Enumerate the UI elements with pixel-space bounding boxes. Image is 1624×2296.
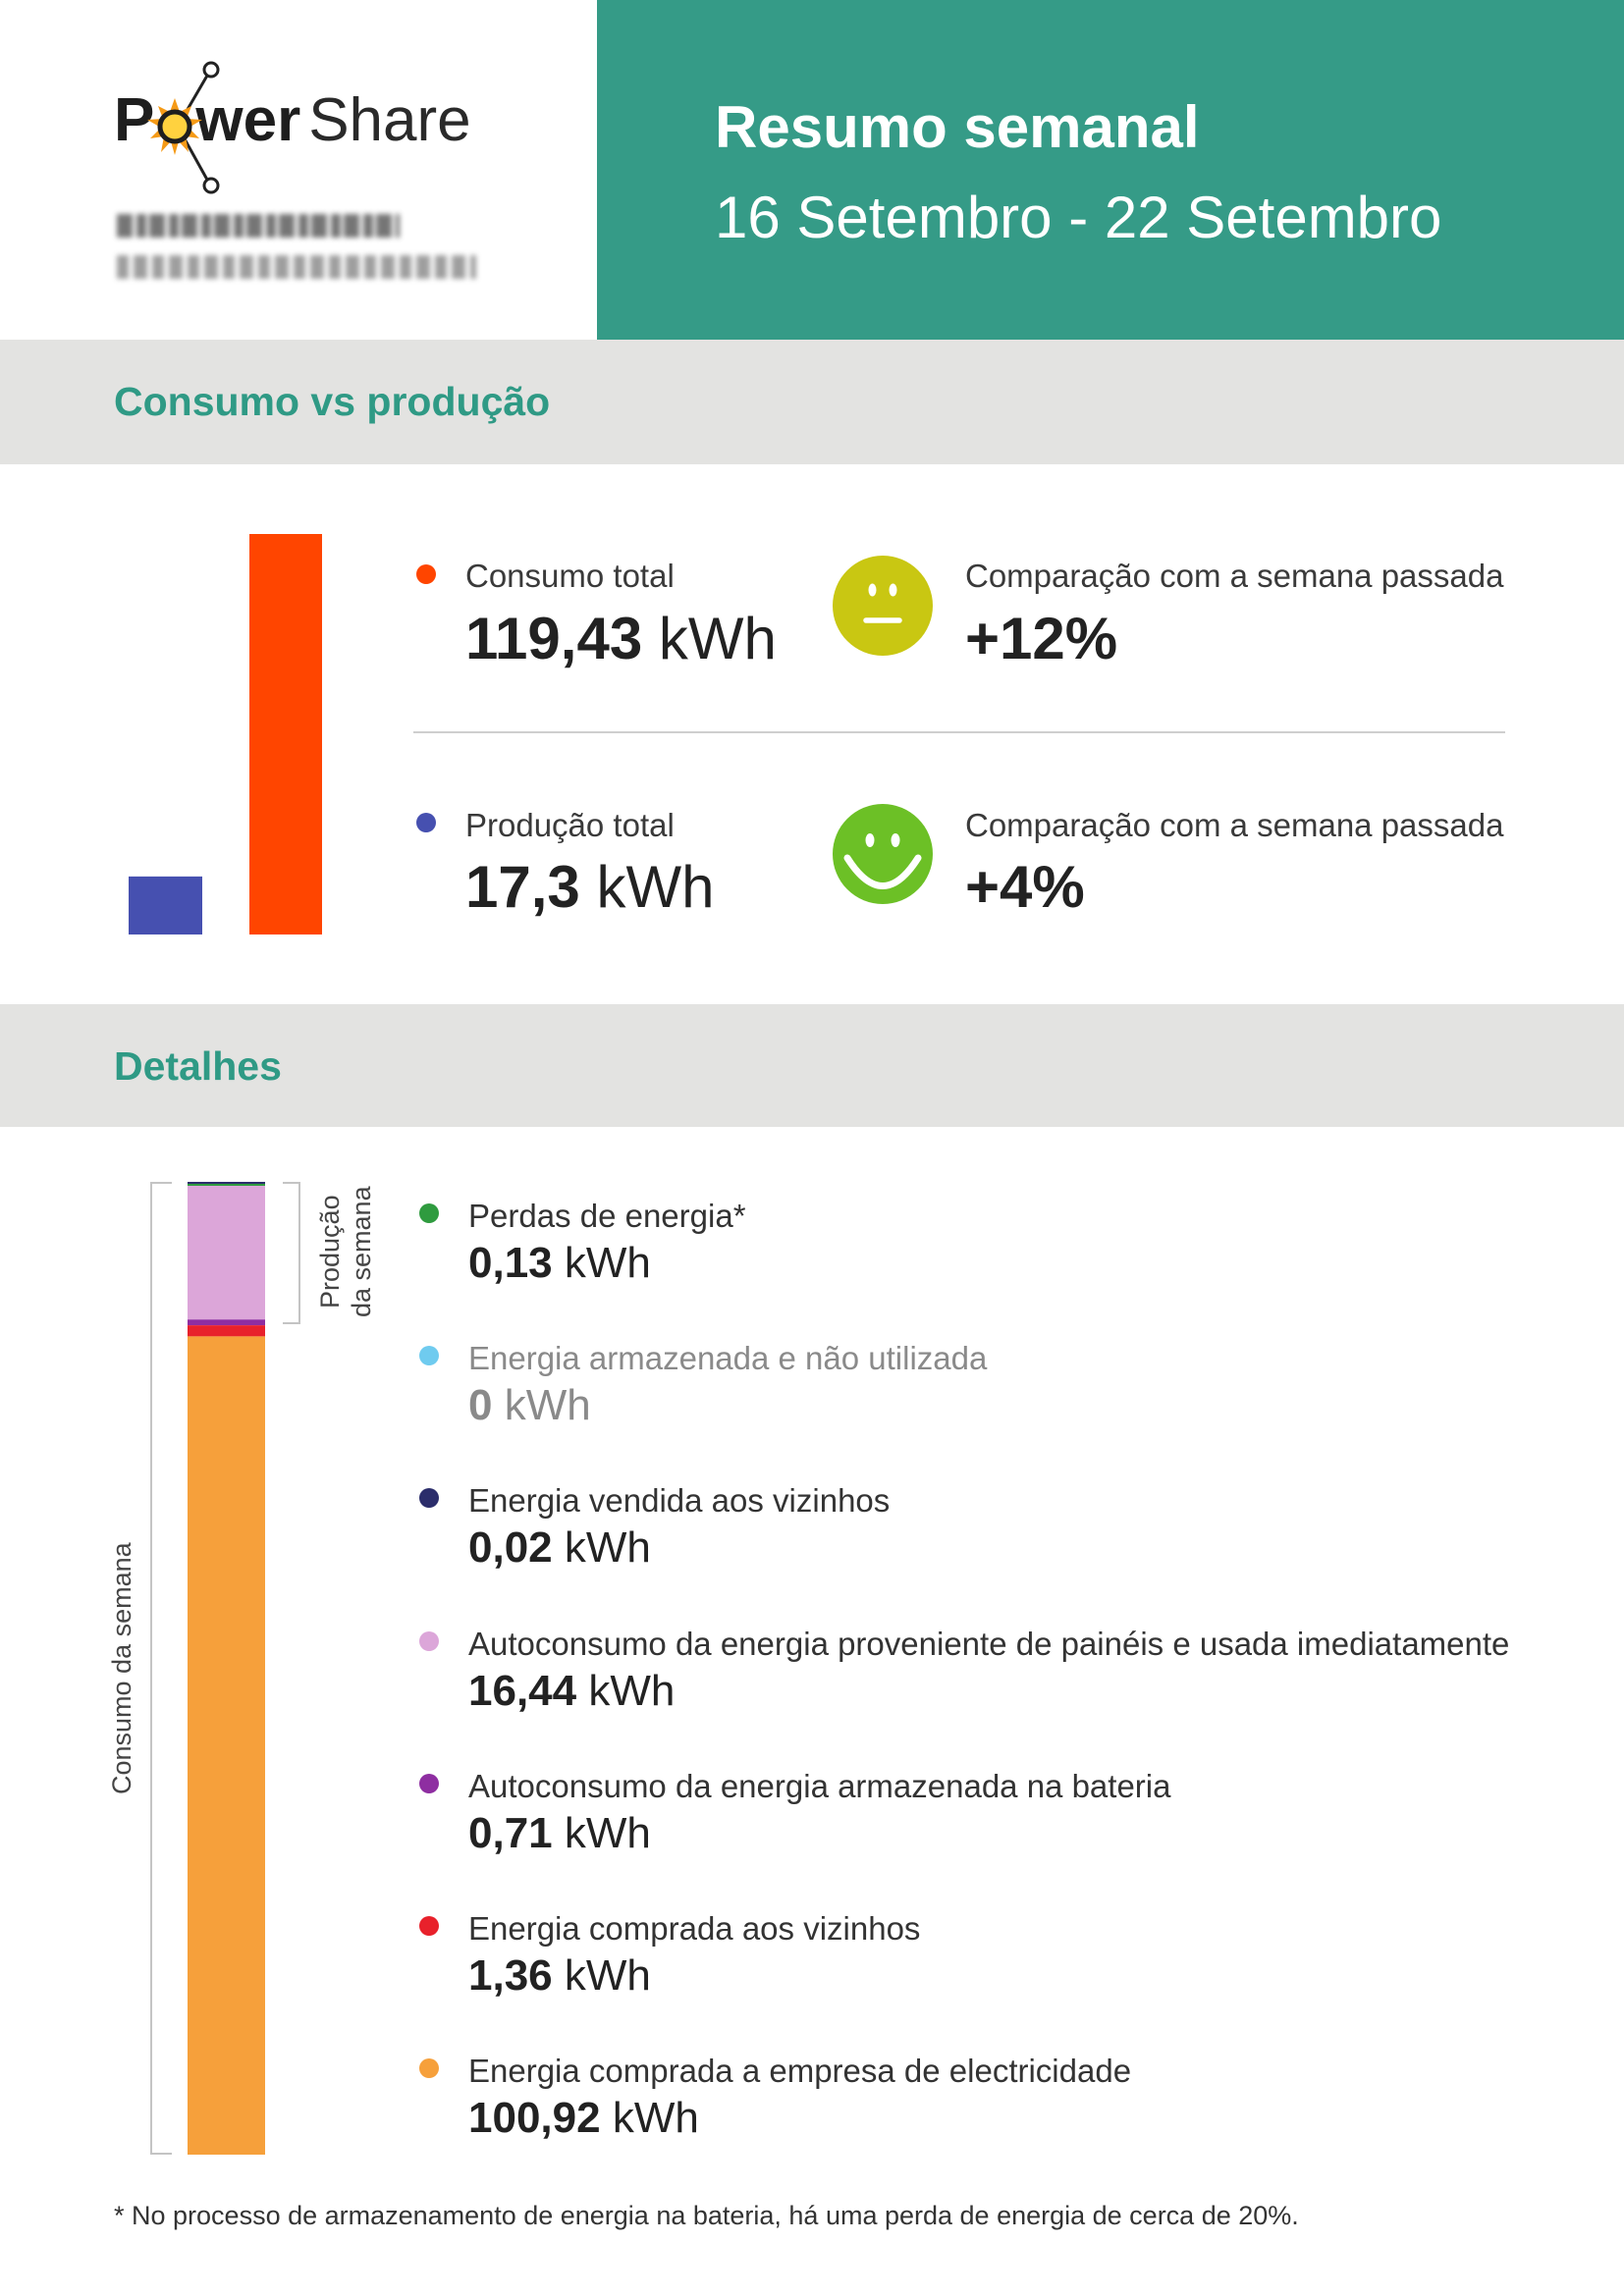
detail-number: 100,92	[468, 2094, 601, 2143]
smiling-face-icon	[833, 804, 933, 904]
consumption-unit: kWh	[658, 606, 777, 671]
segment-bought-from-utility	[188, 1336, 265, 2155]
detail-value: 0 kWh	[468, 1384, 591, 1427]
detail-label: Autoconsumo da energia proveniente de pa…	[468, 1625, 1510, 1662]
footnote: * No processo de armazenamento de energi…	[114, 2201, 1299, 2230]
bar-consumption	[249, 534, 322, 934]
detail-item-bought-from-neighbors: Energia comprada aos vizinhos 1,36 kWh	[419, 1908, 1597, 2016]
production-unit: kWh	[596, 854, 715, 920]
detail-unit: kWh	[564, 1239, 651, 1287]
summary-bar-chart	[129, 534, 322, 934]
report-title: Resumo semanal	[715, 94, 1200, 160]
detail-unit: kWh	[588, 1666, 676, 1715]
segment-energy-losses	[188, 1184, 265, 1186]
segment-sold-to-neighbors	[188, 1182, 265, 1184]
detail-label: Perdas de energia*	[468, 1198, 746, 1234]
bar-production	[129, 876, 202, 934]
sun-icon	[147, 61, 220, 194]
detail-number: 0,71	[468, 1808, 553, 1857]
detail-unit: kWh	[504, 1381, 591, 1430]
production-bracket-label: Produção da semana	[315, 1186, 376, 1317]
section-band-comparison	[0, 340, 1624, 464]
detail-item-stored-unused: Energia armazenada e não utilizada 0 kWh	[419, 1338, 1597, 1446]
report-date-range: 16 Setembro - 22 Setembro	[715, 185, 1442, 250]
section-band-details	[0, 1004, 1624, 1127]
section-title-comparison: Consumo vs produção	[114, 379, 551, 424]
production-bracket	[283, 1182, 300, 1324]
legend-dot	[419, 1630, 439, 1651]
legend-dot	[419, 1488, 439, 1509]
detail-label: Autoconsumo da energia armazenada na bat…	[468, 1767, 1171, 1804]
detail-number: 0,13	[468, 1239, 553, 1287]
consumption-comparison-value: +12%	[965, 606, 1118, 671]
blurred-customer-name	[117, 214, 400, 238]
detail-label: Energia comprada a empresa de electricid…	[468, 2053, 1132, 2090]
legend-dot	[419, 1346, 439, 1366]
weekly-energy-stacked-bar	[188, 1182, 265, 2155]
neutral-face-icon	[833, 556, 933, 656]
detail-label: Energia vendida aos vizinhos	[468, 1482, 891, 1520]
consumption-number: 119,43	[465, 606, 643, 671]
production-comparison-label: Comparação com a semana passada	[965, 807, 1504, 843]
detail-unit: kWh	[564, 1951, 651, 2000]
production-label: Produção total	[465, 807, 675, 843]
detail-value: 100,92 kWh	[468, 2097, 699, 2140]
detail-value: 0,13 kWh	[468, 1242, 651, 1285]
blurred-customer-address	[117, 255, 476, 279]
legend-dot	[419, 1916, 439, 1936]
logo-letter-p: P	[114, 86, 155, 154]
detail-value: 0,71 kWh	[468, 1808, 651, 1857]
consumption-dot	[416, 564, 436, 584]
header-panel	[597, 0, 1624, 340]
detail-label: Energia comprada aos vizinhos	[468, 1910, 921, 1947]
segment-bought-from-neighbors	[188, 1325, 265, 1337]
section-title-details: Detalhes	[114, 1043, 282, 1089]
summary-divider	[413, 731, 1505, 733]
detail-value: 0,02 kWh	[468, 1526, 651, 1570]
legend-dot	[419, 2058, 439, 2079]
production-number: 17,3	[465, 854, 580, 920]
detail-number: 0,02	[468, 1523, 553, 1573]
detail-number: 1,36	[468, 1951, 553, 2000]
segment-self-consumption-panels	[188, 1186, 265, 1320]
legend-dot	[419, 1203, 439, 1223]
detail-unit: kWh	[564, 1808, 651, 1857]
detail-item-self-consumption-panels: Autoconsumo da energia proveniente de pa…	[419, 1624, 1597, 1732]
detail-value: 1,36 kWh	[468, 1954, 651, 1998]
detail-value: 16,44 kWh	[468, 1666, 676, 1715]
detail-item-self-consumption-battery: Autoconsumo da energia armazenada na bat…	[419, 1766, 1597, 1874]
logo-word-share: Share	[308, 86, 471, 154]
detail-unit: kWh	[564, 1523, 651, 1573]
consumption-comparison-label: Comparação com a semana passada	[965, 558, 1504, 594]
production-value: 17,3 kWh	[465, 858, 714, 917]
detail-label: Energia armazenada e não utilizada	[468, 1340, 988, 1377]
production-dot	[416, 813, 436, 832]
logo-letters-wer: wer	[195, 86, 301, 154]
consumption-bracket-label: Consumo da semana	[107, 1542, 136, 1795]
detail-item-energy-losses: Perdas de energia* 0,13 kWh	[419, 1196, 1597, 1304]
detail-number: 16,44	[468, 1666, 577, 1715]
consumption-bracket	[150, 1182, 172, 2155]
legend-dot	[419, 1773, 439, 1793]
production-comparison-value: +4%	[965, 854, 1085, 920]
consumption-value: 119,43 kWh	[465, 610, 777, 668]
detail-unit: kWh	[612, 2094, 699, 2143]
consumption-label: Consumo total	[465, 558, 675, 594]
detail-item-sold-to-neighbors: Energia vendida aos vizinhos 0,02 kWh	[419, 1480, 1597, 1588]
segment-self-consumption-battery	[188, 1319, 265, 1326]
detail-number: 0	[468, 1381, 493, 1430]
detail-item-bought-from-utility: Energia comprada a empresa de electricid…	[419, 2051, 1597, 2159]
